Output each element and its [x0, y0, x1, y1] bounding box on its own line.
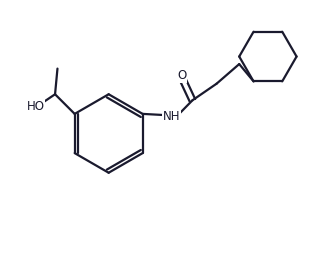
- Text: O: O: [177, 69, 187, 82]
- Text: NH: NH: [163, 110, 180, 123]
- Text: HO: HO: [27, 100, 44, 113]
